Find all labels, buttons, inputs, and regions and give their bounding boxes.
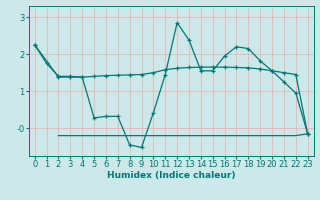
X-axis label: Humidex (Indice chaleur): Humidex (Indice chaleur)	[107, 171, 236, 180]
